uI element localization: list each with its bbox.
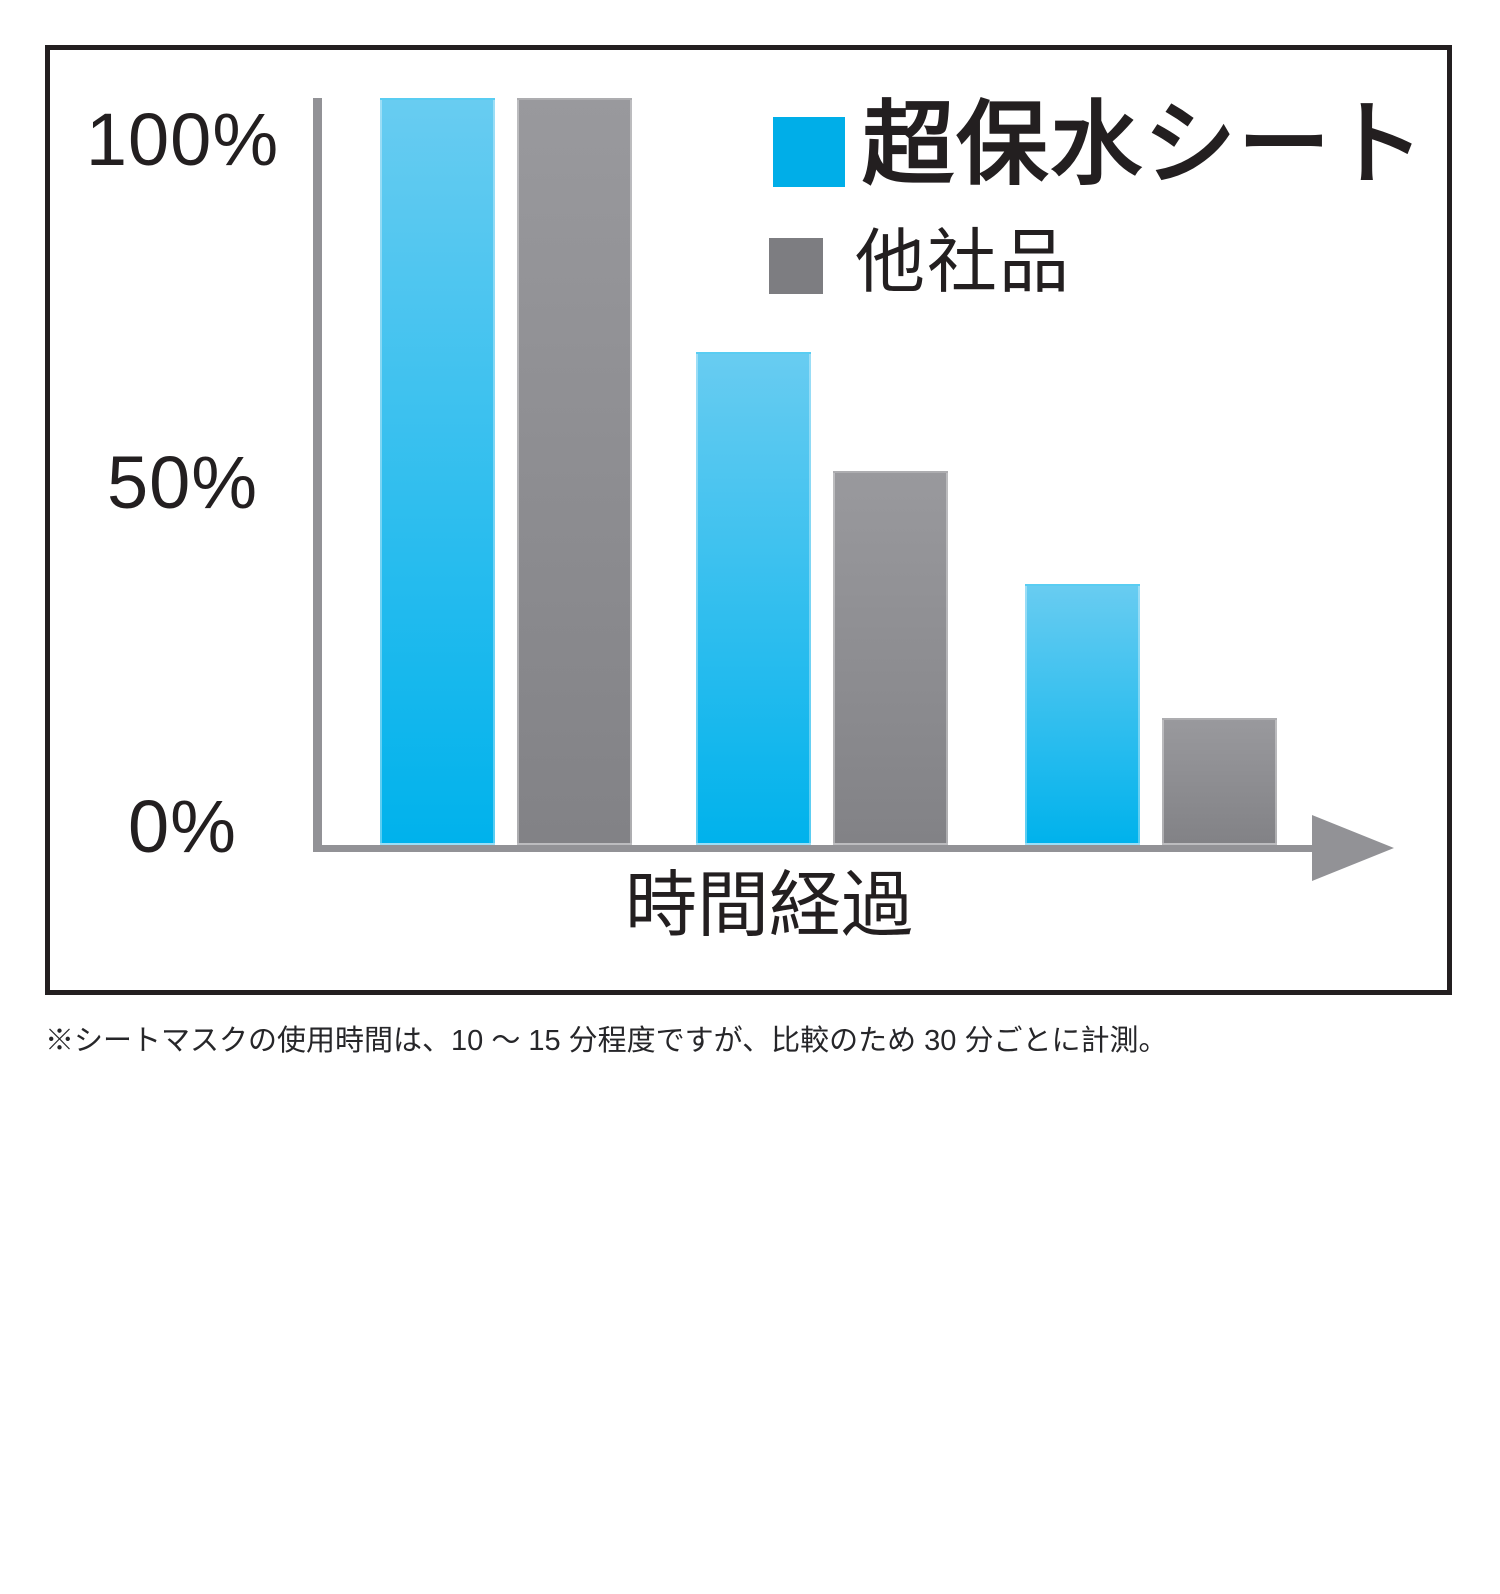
- bar-competitor-3: [1162, 718, 1277, 845]
- bar-hydration-sheet-2: [696, 352, 811, 845]
- bar-competitor-2: [833, 471, 948, 845]
- legend-label-hydration-sheet: 超保水シート: [862, 94, 1427, 196]
- legend-swatch-competitor: [769, 238, 823, 294]
- y-tick-0: 0%: [128, 785, 237, 868]
- x-axis-title: 時間経過: [624, 866, 913, 946]
- legend-label-competitor: 他社品: [855, 223, 1071, 301]
- bar-hydration-sheet-1: [380, 98, 495, 845]
- y-tick-50: 50%: [106, 441, 259, 524]
- x-axis-arrow-icon: [1312, 815, 1394, 881]
- y-axis-line: [313, 98, 322, 851]
- y-tick-100: 100%: [85, 98, 280, 181]
- footnote: ※シートマスクの使用時間は、10 〜 15 分程度ですが、比較のため 30 分ご…: [45, 1025, 1168, 1057]
- legend-swatch-hydration-sheet: [773, 117, 845, 187]
- bar-hydration-sheet-3: [1025, 584, 1140, 845]
- x-axis-line: [313, 845, 1318, 852]
- bar-competitor-1: [517, 98, 632, 845]
